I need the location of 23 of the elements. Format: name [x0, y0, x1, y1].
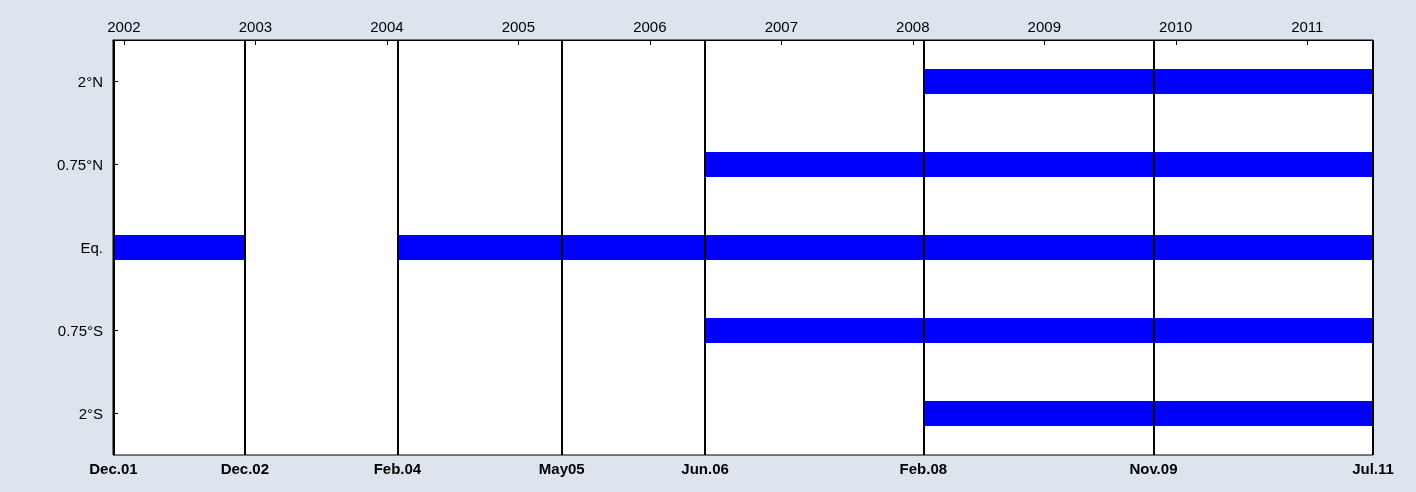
x-tick-label: 2004 [370, 18, 404, 35]
ref-line-label: Feb.08 [899, 460, 948, 477]
x-tick-label: 2010 [1159, 18, 1193, 35]
y-tick-label: Eq. [80, 239, 103, 256]
x-tick-label: 2009 [1027, 18, 1061, 35]
ref-line-label: Feb.04 [373, 460, 422, 477]
y-tick-label: 0.75°S [57, 322, 103, 339]
x-tick-label: 2005 [501, 18, 536, 35]
ref-line-label: Dec.02 [220, 460, 270, 477]
x-tick-label: 2008 [896, 18, 930, 35]
ref-line-label: May05 [538, 460, 585, 477]
x-tick-label: 2007 [764, 18, 799, 35]
ref-line-label: Nov.09 [1129, 460, 1178, 477]
y-tick-label: 0.75°N [56, 156, 103, 173]
x-tick-label: 2006 [633, 18, 667, 35]
x-tick-label: 2002 [107, 18, 141, 35]
ref-line-label: Jun.06 [681, 460, 729, 477]
x-tick-label: 2003 [238, 18, 273, 35]
ref-line-label: Jul.11 [1352, 460, 1394, 477]
y-tick-label: 2°S [78, 405, 103, 422]
ref-line-label: Dec.01 [89, 460, 138, 477]
x-tick-label: 2011 [1291, 18, 1324, 35]
y-tick-label: 2°N [77, 73, 103, 90]
